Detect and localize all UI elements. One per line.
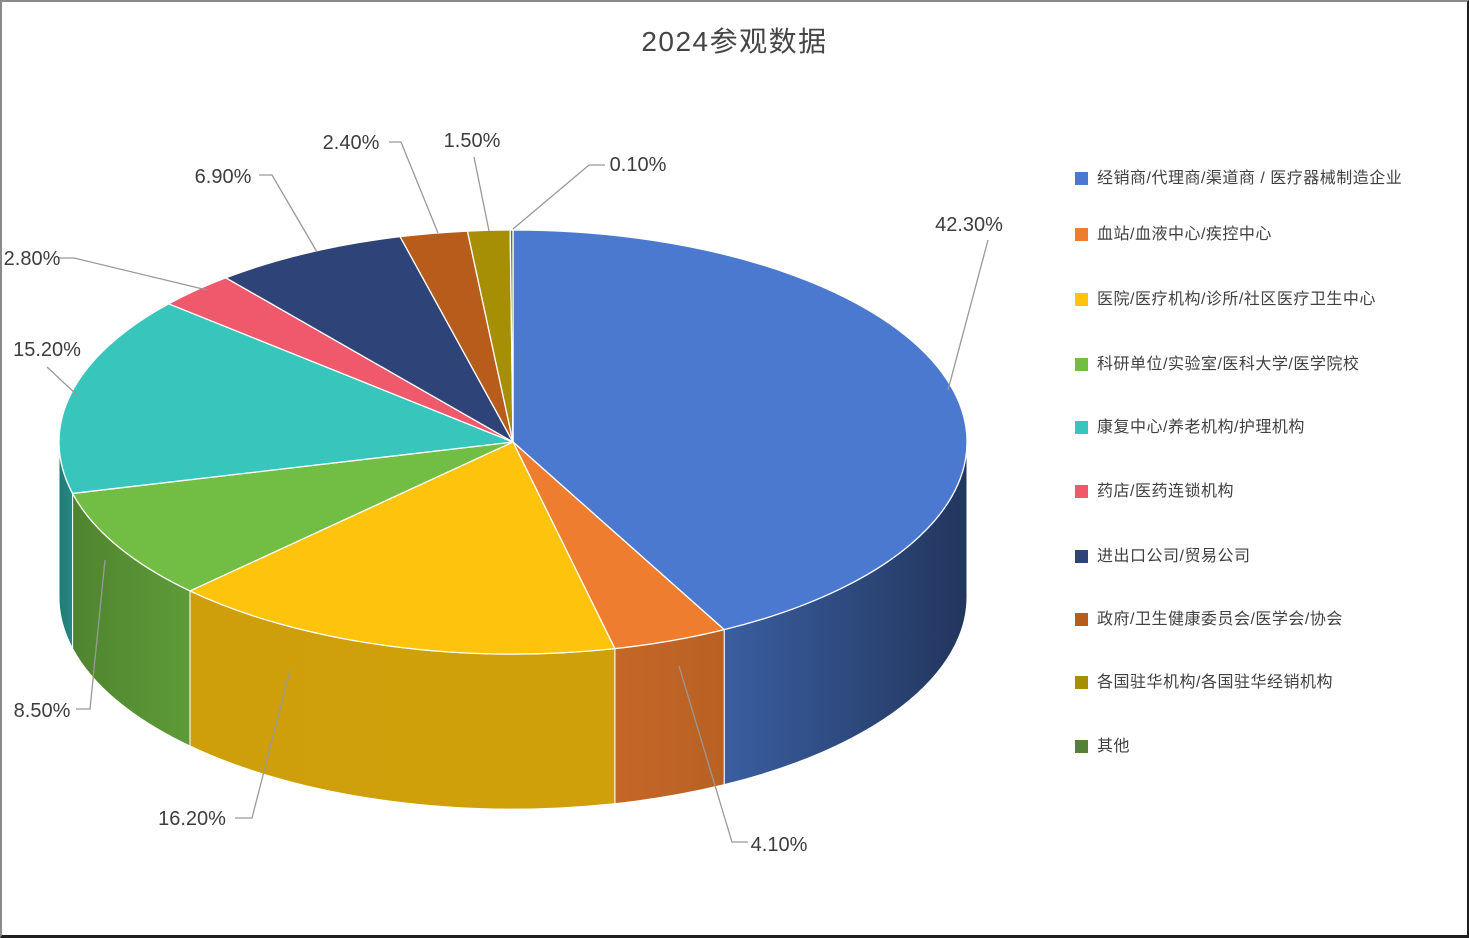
data-label: 4.10% <box>751 834 808 856</box>
legend-swatch-icon <box>1075 358 1088 371</box>
label-leader-line <box>59 257 208 291</box>
legend-swatch-icon <box>1075 172 1088 185</box>
pie-slice-top <box>58 303 514 495</box>
legend-item: 康复中心/养老机构/护理机构 <box>1075 417 1457 439</box>
chart-title: 2024参观数据 <box>641 26 828 57</box>
legend-item: 进出口公司/贸易公司 <box>1075 546 1457 568</box>
label-leader-line <box>259 174 318 253</box>
label-leader-line <box>76 559 106 710</box>
pie-slice-top <box>509 229 514 443</box>
legend-swatch-icon <box>1075 550 1088 563</box>
legend-label: 各国驻华机构/各国驻华经销机构 <box>1097 674 1333 691</box>
legend-label: 血站/血液中心/疾控中心 <box>1097 226 1272 243</box>
data-label: 16.20% <box>158 808 226 830</box>
data-label: 2.40% <box>323 132 380 154</box>
legend-swatch-icon <box>1075 421 1088 434</box>
pie-slice-side <box>614 629 725 805</box>
data-label: 8.50% <box>14 700 71 722</box>
legend-swatch-icon <box>1075 293 1088 306</box>
label-leader-line <box>46 366 78 396</box>
label-leader-line <box>947 239 989 391</box>
label-leader-line <box>473 156 490 232</box>
label-leader-line <box>235 669 291 819</box>
pie-slice-top <box>71 441 514 592</box>
legend-item: 政府/卫生健康委员会/医学会/协会 <box>1075 609 1457 631</box>
data-label: 2.80% <box>4 248 61 270</box>
legend-label: 经销商/代理商/渠道商 / 医疗器械制造企业 <box>1097 170 1403 187</box>
legend-item: 各国驻华机构/各国驻华经销机构 <box>1075 672 1457 694</box>
label-leader-line <box>678 665 748 843</box>
legend-label: 医院/医疗机构/诊所/社区医疗卫生中心 <box>1097 291 1376 308</box>
legend-swatch-icon <box>1075 613 1088 626</box>
legend-item: 其他 <box>1075 736 1457 758</box>
data-label: 6.90% <box>195 166 252 188</box>
legend-item: 药店/医药连锁机构 <box>1075 481 1457 503</box>
legend-label: 其他 <box>1097 738 1131 755</box>
legend-label: 科研单位/实验室/医科大学/医学院校 <box>1097 356 1360 373</box>
legend-swatch-icon <box>1075 676 1088 689</box>
legend-item: 经销商/代理商/渠道商 / 医疗器械制造企业 <box>1075 168 1457 190</box>
legend-label: 进出口公司/贸易公司 <box>1097 548 1251 565</box>
legend-item: 医院/医疗机构/诊所/社区医疗卫生中心 <box>1075 289 1457 311</box>
pie-slice-top <box>225 236 514 443</box>
legend: 经销商/代理商/渠道商 / 医疗器械制造企业 血站/血液中心/疾控中心医院/医疗机… <box>1075 2 1467 935</box>
label-leader-line <box>512 164 605 230</box>
data-label: 42.30% <box>935 214 1003 236</box>
pie-slice-top <box>189 441 616 655</box>
legend-label: 康复中心/养老机构/护理机构 <box>1097 419 1305 436</box>
legend-swatch-icon <box>1075 228 1088 241</box>
pie-slice-top <box>512 229 968 631</box>
legend-label: 药店/医药连锁机构 <box>1097 483 1234 500</box>
data-label: 15.20% <box>13 339 81 361</box>
legend-swatch-icon <box>1075 740 1088 753</box>
label-leader-line <box>389 141 439 234</box>
legend-label: 政府/卫生健康委员会/医学会/协会 <box>1097 611 1343 628</box>
legend-item: 血站/血液中心/疾控中心 <box>1075 224 1457 246</box>
legend-swatch-icon <box>1075 485 1088 498</box>
legend-item: 科研单位/实验室/医科大学/医学院校 <box>1075 354 1457 376</box>
data-label: 0.10% <box>610 154 667 176</box>
data-label: 1.50% <box>444 130 501 152</box>
